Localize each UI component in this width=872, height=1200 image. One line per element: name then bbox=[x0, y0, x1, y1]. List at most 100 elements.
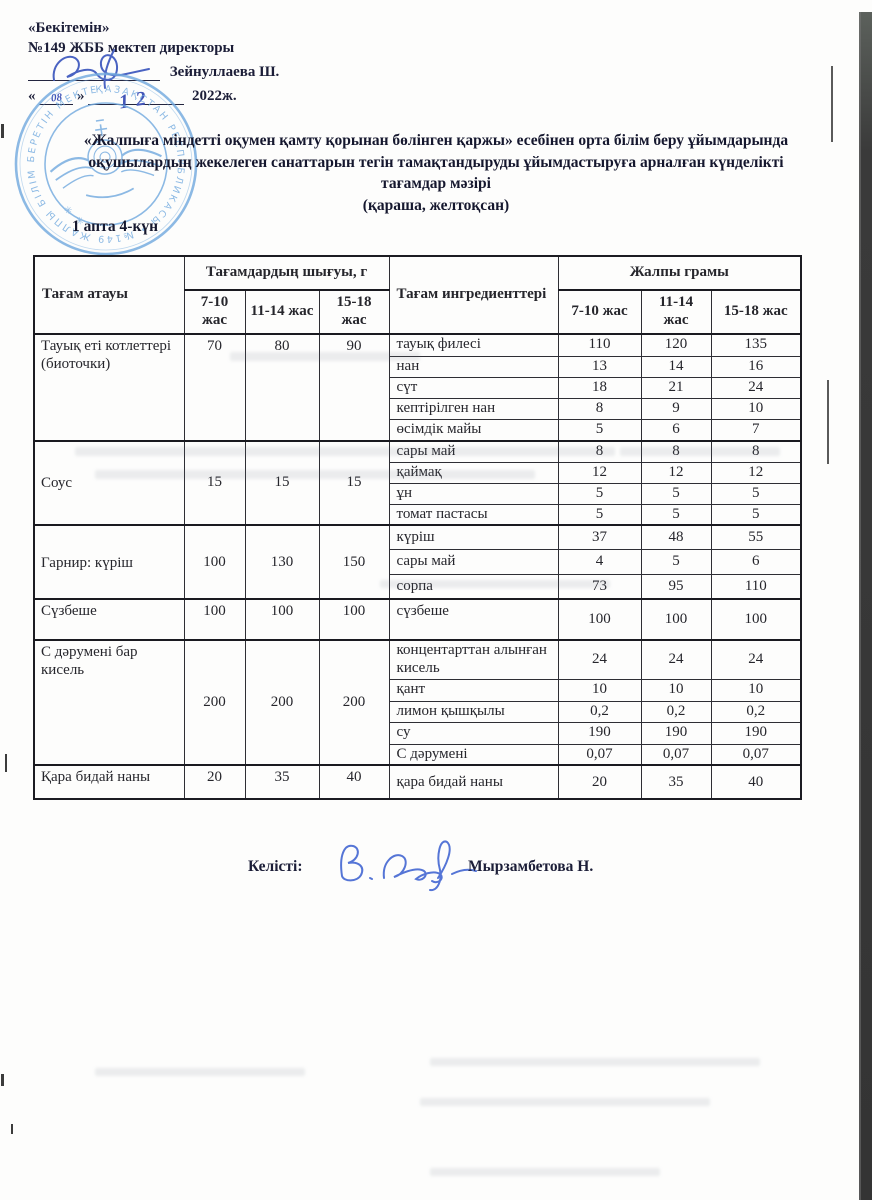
dish-name-cell: Тауық еті котлеттері (биоточки) bbox=[33, 333, 185, 442]
document-title: «Жалпыға міндетті оқумен қамту қорынан б… bbox=[40, 130, 832, 216]
ingredient-name-cell: су bbox=[388, 721, 559, 745]
table-row: ұн 5 5 5 bbox=[34, 482, 802, 505]
dish-name-cell: Сүзбеше bbox=[33, 598, 185, 641]
ingredient-amount-cell: 5 bbox=[640, 482, 712, 505]
ingredient-amount-cell: 73 bbox=[557, 573, 642, 600]
col-header-output: Тағамдардың шығуы, г bbox=[183, 255, 390, 291]
ingredient-amount-cell: 21 bbox=[640, 376, 712, 399]
dish-name-cell: С дәрумені бар кисель bbox=[33, 639, 185, 766]
ingredient-amount-cell: 6 bbox=[710, 548, 802, 575]
ingredient-amount-cell: 0,2 bbox=[710, 700, 802, 723]
agreed-label: Келісті: bbox=[248, 858, 303, 875]
col-header-total: Жалпы грамы bbox=[557, 255, 802, 291]
ingredient-amount-cell: 5 bbox=[640, 548, 712, 575]
ingredient-amount-cell: 0,07 bbox=[557, 743, 642, 766]
portion-weight-cell: 90 bbox=[318, 333, 390, 442]
menu-table: Тағам атауы Тағамдардың шығуы, г Тағам и… bbox=[33, 255, 803, 801]
ingredient-amount-cell: 95 bbox=[640, 573, 712, 600]
table-row: Қара бидай наны 20 35 40 қара бидай наны… bbox=[33, 764, 802, 800]
ingredient-amount-cell: 135 bbox=[710, 333, 802, 357]
portion-weight-cell: 80 bbox=[244, 333, 320, 442]
ingredient-name-cell: сары май bbox=[388, 548, 559, 575]
portion-weight-cell: 200 bbox=[318, 639, 390, 766]
table-row: томат пастасы 5 5 5 bbox=[34, 503, 802, 526]
ingredient-name-cell: концентарттан алынған кисель bbox=[388, 639, 559, 680]
quote-open: « bbox=[28, 88, 36, 104]
ingredient-amount-cell: 6 bbox=[640, 418, 712, 442]
table-row: су 190 190 190 bbox=[34, 721, 802, 745]
ingredient-name-cell: күріш bbox=[388, 524, 559, 550]
ingredient-amount-cell: 9 bbox=[640, 397, 712, 420]
col-header-age-11-14: 11-14 жас bbox=[244, 289, 320, 335]
ingredient-amount-cell: 5 bbox=[557, 503, 642, 526]
ingredient-amount-cell: 10 bbox=[557, 678, 642, 702]
portion-weight-cell: 150 bbox=[318, 524, 390, 600]
scan-line-artifact bbox=[827, 380, 829, 464]
table-row: сорпа 73 95 110 bbox=[34, 573, 802, 600]
ingredient-amount-cell: 37 bbox=[557, 524, 642, 550]
table-row: қаймақ 12 12 12 bbox=[34, 461, 802, 484]
ingredient-amount-cell: 35 bbox=[640, 764, 712, 800]
bleedthrough-artifact bbox=[95, 1068, 305, 1076]
title-line-4: (қараша, желтоқсан) bbox=[362, 196, 510, 214]
col-header-age-11-14: 11-14 жас bbox=[640, 289, 712, 335]
ingredient-amount-cell: 110 bbox=[710, 573, 802, 600]
ingredient-name-cell: кептірілген нан bbox=[388, 397, 559, 420]
director-signature-line: Зейнуллаева Ш. bbox=[28, 64, 279, 81]
ingredient-amount-cell: 16 bbox=[710, 355, 802, 378]
title-line-1: «Жалпыға міндетті оқумен қамту қорынан б… bbox=[83, 132, 789, 149]
table-row: Гарнир: күріш 100 130 150 күріш 37 48 55 bbox=[33, 524, 802, 600]
ingredient-amount-cell: 18 bbox=[557, 376, 642, 399]
week-day-label: 1 апта 4-күн bbox=[72, 218, 159, 235]
school-director-line: №149 ЖББ мектеп директоры bbox=[28, 40, 235, 56]
stamp-star-icon: ✳ bbox=[75, 216, 85, 228]
title-line-3: тағамдар мәзірі bbox=[381, 175, 491, 192]
ingredient-amount-cell: 13 bbox=[557, 355, 642, 378]
ingredient-amount-cell: 100 bbox=[557, 598, 642, 641]
table-header-row-1: Тағам атауы Тағамдардың шығуы, г Тағам и… bbox=[33, 255, 802, 335]
portion-weight-cell: 100 bbox=[183, 524, 246, 600]
table-row: С дәрумені 0,07 0,07 0,07 bbox=[34, 743, 802, 766]
portion-weight-cell: 100 bbox=[244, 598, 320, 641]
table-row: С дәрумені бар кисель 200 200 200 концен… bbox=[33, 639, 802, 766]
portion-weight-cell: 130 bbox=[244, 524, 320, 600]
ingredient-amount-cell: 10 bbox=[710, 678, 802, 702]
signature-underline bbox=[28, 65, 160, 81]
portion-weight-cell: 35 bbox=[244, 764, 320, 800]
ingredient-name-cell: сүт bbox=[388, 376, 559, 399]
ingredient-name-cell: өсімдік майы bbox=[388, 418, 559, 442]
approval-word: «Бекітемін» bbox=[28, 20, 110, 36]
director-name: Зейнуллаева Ш. bbox=[169, 64, 280, 80]
bleedthrough-artifact bbox=[430, 1168, 660, 1176]
approval-year: 2022ж. bbox=[192, 88, 237, 104]
col-header-age-7-10: 7-10 жас bbox=[557, 289, 642, 335]
bleedthrough-artifact bbox=[380, 580, 610, 588]
stamp-star-icon: ✳ bbox=[63, 205, 73, 217]
scan-mark-artifact bbox=[11, 1124, 13, 1134]
table-header-row-2: 7-10 жас 11-14 жас 15-18 жас 7-10 жас 11… bbox=[34, 289, 802, 335]
table-row: қант 10 10 10 bbox=[34, 678, 802, 702]
ingredient-amount-cell: 190 bbox=[557, 721, 642, 745]
portion-weight-cell: 40 bbox=[318, 764, 390, 800]
ingredient-amount-cell: 5 bbox=[557, 418, 642, 442]
title-line-2: оқушылардың жекелеген санаттарын тегін т… bbox=[88, 153, 784, 171]
bleedthrough-artifact bbox=[95, 470, 535, 479]
ingredient-amount-cell: 20 bbox=[557, 764, 642, 800]
ingredient-amount-cell: 48 bbox=[640, 524, 712, 550]
ingredient-amount-cell: 5 bbox=[710, 482, 802, 505]
ingredient-amount-cell: 5 bbox=[640, 503, 712, 526]
ingredient-amount-cell: 190 bbox=[640, 721, 712, 745]
ingredient-amount-cell: 110 bbox=[557, 333, 642, 357]
ingredient-name-cell: ұн bbox=[388, 482, 559, 505]
ingredient-name-cell: лимон қышқылы bbox=[388, 700, 559, 723]
ingredient-amount-cell: 24 bbox=[640, 639, 712, 680]
ingredient-name-cell: тауық филесі bbox=[388, 333, 559, 357]
ingredient-amount-cell: 0,07 bbox=[640, 743, 712, 766]
portion-weight-cell: 100 bbox=[318, 598, 390, 641]
ingredient-amount-cell: 5 bbox=[710, 503, 802, 526]
col-header-dish: Тағам атауы bbox=[33, 255, 185, 335]
table-row: лимон қышқылы 0,2 0,2 0,2 bbox=[34, 700, 802, 723]
ingredient-amount-cell: 100 bbox=[640, 598, 712, 641]
ingredient-amount-cell: 14 bbox=[640, 355, 712, 378]
